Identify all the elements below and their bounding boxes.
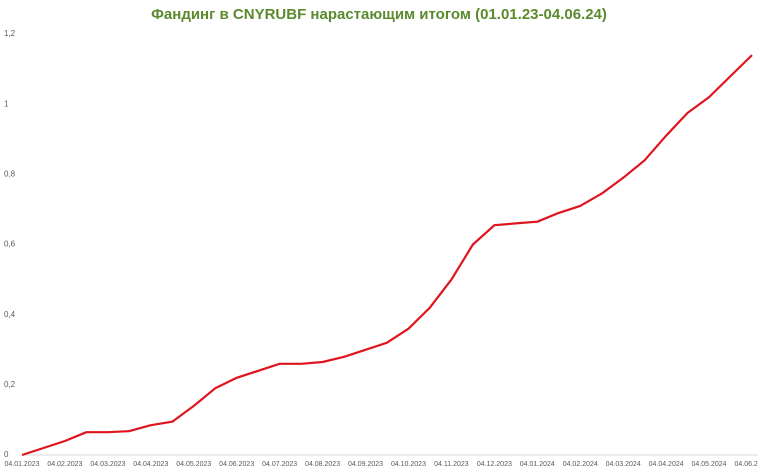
y-tick-label: 0,2 — [4, 380, 16, 389]
x-tick-label: 04.03.2024 — [606, 461, 641, 468]
x-tick-label: 04.06.2023 — [219, 461, 254, 468]
x-tick-label: 04.04.2024 — [649, 461, 684, 468]
x-tick-label: 04.11.2023 — [434, 461, 469, 468]
x-tick-label: 04.07.2023 — [262, 461, 297, 468]
x-tick-label: 04.01.2023 — [4, 461, 39, 468]
x-tick-label: 04.04.2023 — [133, 461, 168, 468]
series-line — [21, 54, 753, 457]
y-tick-label: 1,2 — [4, 29, 16, 38]
x-tick-label: 04.03.2023 — [90, 461, 125, 468]
y-tick-label: 1 — [4, 99, 9, 108]
y-tick-label: 0 — [4, 450, 9, 459]
y-tick-label: 0,8 — [4, 169, 16, 178]
x-tick-label: 04.05.2023 — [176, 461, 211, 468]
x-tick-label: 04.10.2023 — [391, 461, 426, 468]
x-tick-label: 04.01.2024 — [520, 461, 555, 468]
chart-title: Фандинг в CNYRUBF нарастающим итогом (01… — [151, 6, 607, 23]
x-tick-label: 04.02.2023 — [47, 461, 82, 468]
x-tick-label: 04.06.2024 — [734, 461, 758, 468]
y-tick-label: 0,6 — [4, 240, 16, 249]
x-tick-label: 04.05.2024 — [692, 461, 727, 468]
x-tick-label: 04.09.2023 — [348, 461, 383, 468]
x-tick-label: 04.12.2023 — [477, 461, 512, 468]
y-tick-label: 0,4 — [4, 310, 16, 319]
x-tick-label: 04.02.2024 — [563, 461, 598, 468]
x-tick-label: 04.08.2023 — [305, 461, 340, 468]
